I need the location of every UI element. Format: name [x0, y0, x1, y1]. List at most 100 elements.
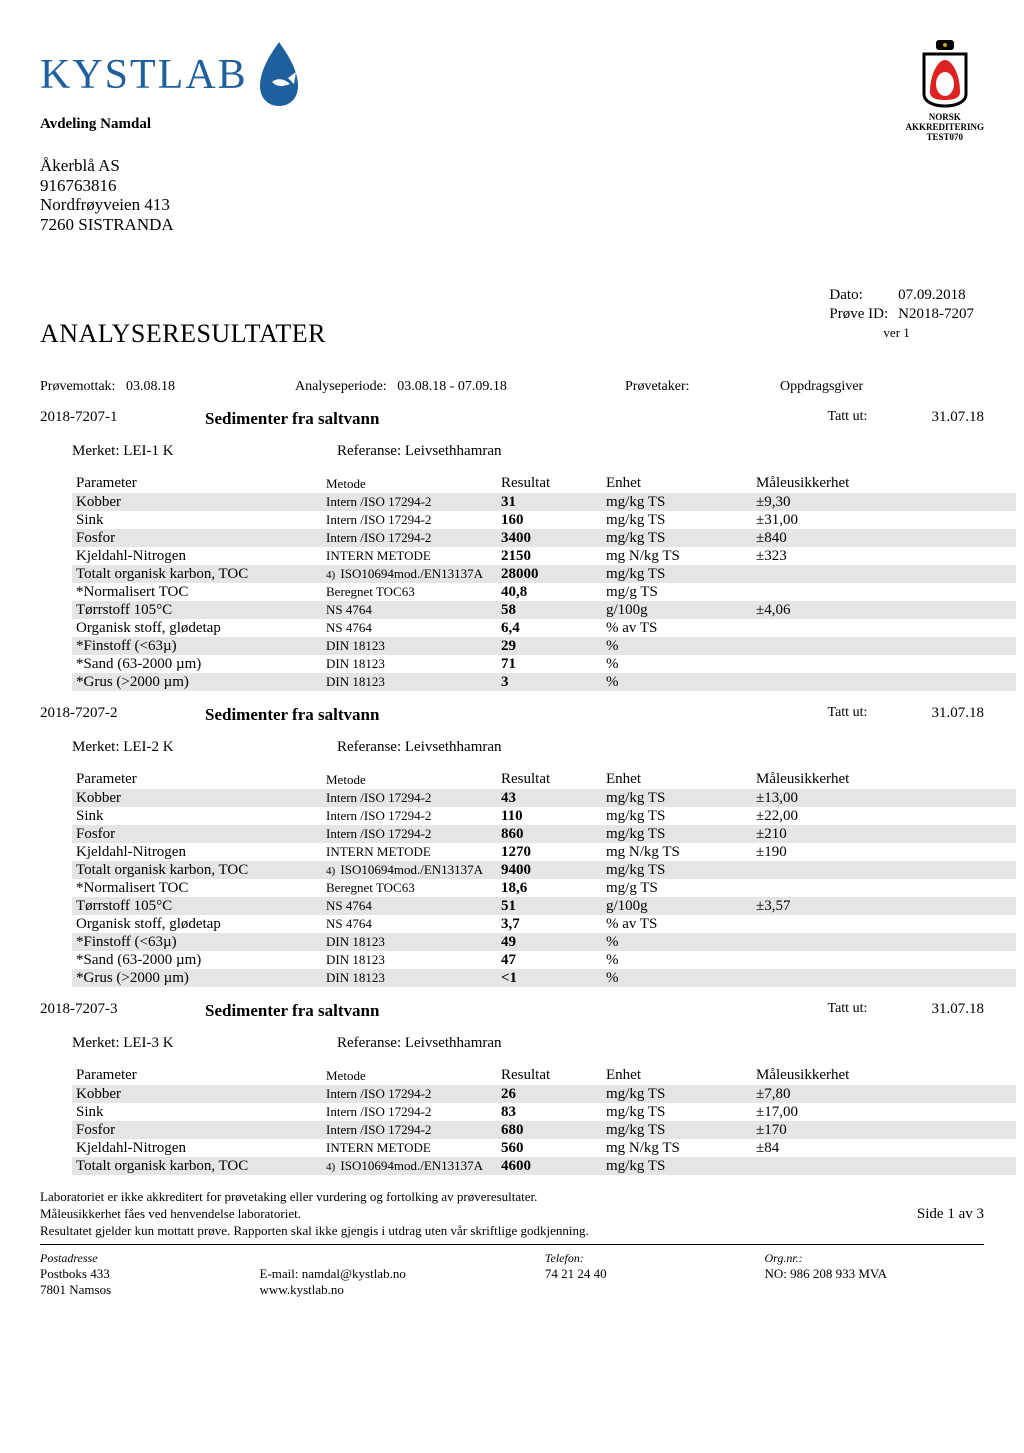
cell-metode: Intern /ISO 17294-2	[322, 807, 497, 825]
cell-parameter: Kobber	[72, 493, 322, 511]
cell-resultat: 71	[497, 655, 602, 673]
cell-metode: Intern /ISO 17294-2	[322, 789, 497, 807]
results-table: ParameterMetodeResultatEnhetMåleusikkerh…	[72, 770, 1016, 987]
cell-parameter: Kjeldahl-Nitrogen	[72, 1139, 322, 1157]
company-logo: KYSTLAB	[40, 40, 304, 110]
cell-parameter: Tørrstoff 105°C	[72, 601, 322, 619]
dato-value: 07.09.2018	[898, 287, 982, 304]
sample-id: 2018-7207-1	[40, 409, 205, 429]
mottak-value: 03.08.18	[126, 379, 175, 394]
cell-parameter: Sink	[72, 1103, 322, 1121]
table-row: *Sand (63-2000 µm)DIN 1812371%	[72, 655, 1016, 673]
table-row: FosforIntern /ISO 17294-23400mg/kg TS±84…	[72, 529, 1016, 547]
cell-resultat: 3,7	[497, 915, 602, 933]
table-row: Kjeldahl-NitrogenINTERN METODE2150mg N/k…	[72, 547, 1016, 565]
cell-parameter: *Finstoff (<63µ)	[72, 637, 322, 655]
mottak-label: Prøvemottak:	[40, 379, 115, 394]
table-row: FosforIntern /ISO 17294-2680mg/kg TS±170	[72, 1121, 1016, 1139]
cell-resultat: 160	[497, 511, 602, 529]
cell-metode: Intern /ISO 17294-2	[322, 529, 497, 547]
cell-metode: 4) ISO10694mod./EN13137A	[322, 565, 497, 583]
cell-parameter: *Grus (>2000 µm)	[72, 673, 322, 691]
fish-drop-icon	[254, 40, 304, 110]
cell-enhet: mg N/kg TS	[602, 843, 752, 861]
sample-title: Sedimenter fra saltvann	[205, 1001, 777, 1021]
cell-enhet: mg/g TS	[602, 583, 752, 601]
cell-enhet: mg/kg TS	[602, 565, 752, 583]
cell-metode: Intern /ISO 17294-2	[322, 511, 497, 529]
accred-text-2: AKKREDITERING	[905, 122, 984, 132]
cell-usikkerhet: ±84	[752, 1139, 1016, 1157]
cell-parameter: Fosfor	[72, 825, 322, 843]
sample-header: 2018-7207-3Sedimenter fra saltvannTatt u…	[40, 1001, 984, 1021]
cell-usikkerhet	[752, 933, 1016, 951]
cell-parameter: Totalt organisk karbon, TOC	[72, 1157, 322, 1175]
version-label: ver 1	[827, 325, 984, 341]
sample-id: 2018-7207-2	[40, 705, 205, 725]
cell-enhet: % av TS	[602, 915, 752, 933]
footer-post-label: Postadresse	[40, 1251, 260, 1266]
referanse-field: Referanse: Leivsethhamran	[337, 1035, 502, 1052]
col-resultat: Resultat	[497, 1066, 602, 1085]
cell-metode: Intern /ISO 17294-2	[322, 1121, 497, 1139]
proveid-label: Prøve ID:	[829, 306, 896, 323]
sample-title: Sedimenter fra saltvann	[205, 409, 777, 429]
cell-enhet: mg N/kg TS	[602, 1139, 752, 1157]
cell-parameter: Sink	[72, 807, 322, 825]
table-row: Totalt organisk karbon, TOC4) ISO10694mo…	[72, 861, 1016, 879]
table-row: KobberIntern /ISO 17294-231mg/kg TS±9,30	[72, 493, 1016, 511]
cell-usikkerhet	[752, 951, 1016, 969]
cell-parameter: Kobber	[72, 1085, 322, 1103]
page-footer: Postadresse Postboks 433 7801 Namsos E-m…	[40, 1251, 984, 1298]
page-number: Side 1 av 3	[897, 1205, 984, 1225]
cell-enhet: g/100g	[602, 897, 752, 915]
samples-container: 2018-7207-1Sedimenter fra saltvannTatt u…	[40, 409, 984, 1175]
cell-metode: 4) ISO10694mod./EN13137A	[322, 1157, 497, 1175]
cell-metode: DIN 18123	[322, 969, 497, 987]
tattut-label: Tatt ut:	[777, 1001, 932, 1021]
tattut-value: 31.07.18	[932, 1001, 985, 1021]
cell-parameter: Kobber	[72, 789, 322, 807]
sample-subheader: Merket: LEI-2 KReferanse: Leivsethhamran	[72, 739, 984, 756]
periode-value: 03.08.18 - 07.09.18	[397, 379, 507, 394]
footer-org-value: NO: 986 208 933 MVA	[764, 1266, 984, 1282]
recipient-address: Åkerblå AS 916763816 Nordfrøyveien 413 7…	[40, 156, 984, 234]
cell-enhet: mg/kg TS	[602, 1157, 752, 1175]
accred-test-no: TEST070	[926, 132, 963, 142]
cell-metode: 4) ISO10694mod./EN13137A	[322, 861, 497, 879]
logo-block: KYSTLAB Avdeling Namdal	[40, 40, 304, 133]
cell-usikkerhet: ±7,80	[752, 1085, 1016, 1103]
cell-usikkerhet: ±17,00	[752, 1103, 1016, 1121]
cell-usikkerhet	[752, 673, 1016, 691]
table-row: *Finstoff (<63µ)DIN 1812329%	[72, 637, 1016, 655]
table-header-row: ParameterMetodeResultatEnhetMåleusikkerh…	[72, 474, 1016, 493]
cell-parameter: Totalt organisk karbon, TOC	[72, 565, 322, 583]
cell-parameter: Tørrstoff 105°C	[72, 897, 322, 915]
cell-usikkerhet: ±190	[752, 843, 1016, 861]
cell-enhet: mg/kg TS	[602, 825, 752, 843]
recipient-postal: 7260 SISTRANDA	[40, 215, 984, 235]
table-row: Organisk stoff, glødetapNS 47646,4% av T…	[72, 619, 1016, 637]
footer-email-label: E-mail:	[260, 1266, 299, 1281]
cell-resultat: 110	[497, 807, 602, 825]
accred-text-1: NORSK	[929, 112, 961, 122]
cell-parameter: Totalt organisk karbon, TOC	[72, 861, 322, 879]
analysis-meta-row: Prøvemottak: 03.08.18 Analyseperiode: 03…	[40, 379, 984, 395]
cell-metode: INTERN METODE	[322, 1139, 497, 1157]
table-row: Kjeldahl-NitrogenINTERN METODE1270mg N/k…	[72, 843, 1016, 861]
disclaimer-line-2: Måleusikkerhet fåes ved henvendelse labo…	[40, 1206, 589, 1223]
cell-enhet: %	[602, 933, 752, 951]
cell-usikkerhet: ±3,57	[752, 897, 1016, 915]
cell-enhet: %	[602, 969, 752, 987]
table-header-row: ParameterMetodeResultatEnhetMåleusikkerh…	[72, 1066, 1016, 1085]
col-metode: Metode	[322, 1066, 497, 1085]
table-row: Totalt organisk karbon, TOC4) ISO10694mo…	[72, 1157, 1016, 1175]
table-row: Kjeldahl-NitrogenINTERN METODE560mg N/kg…	[72, 1139, 1016, 1157]
cell-enhet: mg/g TS	[602, 879, 752, 897]
cell-resultat: 83	[497, 1103, 602, 1121]
table-row: FosforIntern /ISO 17294-2860mg/kg TS±210	[72, 825, 1016, 843]
table-row: *Normalisert TOCBeregnet TOC6340,8mg/g T…	[72, 583, 1016, 601]
cell-resultat: 31	[497, 493, 602, 511]
col-metode: Metode	[322, 474, 497, 493]
note-ref: 4)	[326, 1161, 337, 1173]
